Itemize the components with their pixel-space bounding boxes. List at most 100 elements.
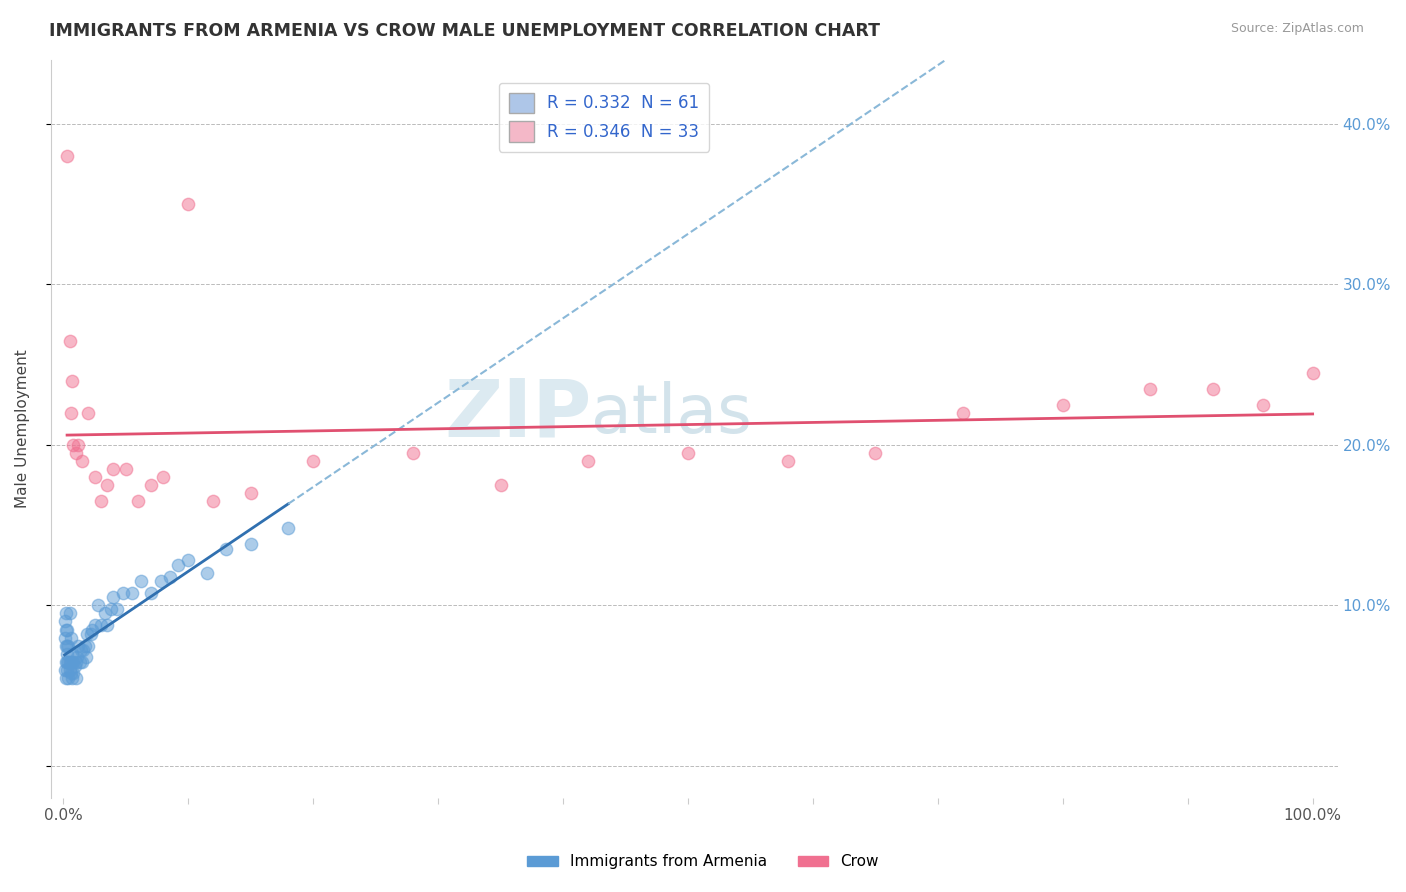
Point: [55, 671, 77, 685]
Legend: R = 0.332  N = 61, R = 0.346  N = 33: R = 0.332 N = 61, R = 0.346 N = 33: [499, 83, 710, 152]
Y-axis label: Male Unemployment: Male Unemployment: [15, 350, 30, 508]
Point: [58, 671, 80, 685]
Point: [67, 639, 90, 653]
Point: [96, 617, 118, 632]
Point: [65, 446, 87, 460]
Point: [100, 601, 122, 615]
Point: [127, 494, 149, 508]
Point: [87, 599, 110, 613]
Point: [90, 494, 112, 508]
Point: [65, 671, 87, 685]
Text: IMMIGRANTS FROM ARMENIA VS CROW MALE UNEMPLOYMENT CORRELATION CHART: IMMIGRANTS FROM ARMENIA VS CROW MALE UNE…: [49, 22, 880, 40]
Point: [69, 655, 91, 669]
Point: [1139, 382, 1161, 396]
Point: [152, 470, 174, 484]
Point: [103, 462, 125, 476]
Point: [70, 655, 93, 669]
Point: [56, 655, 79, 669]
Point: [58, 655, 80, 669]
Point: [103, 591, 125, 605]
Point: [65, 655, 87, 669]
Point: [58, 663, 80, 677]
Point: [90, 617, 112, 632]
Point: [402, 446, 425, 460]
Point: [121, 585, 143, 599]
Point: [776, 454, 799, 468]
Text: Source: ZipAtlas.com: Source: ZipAtlas.com: [1230, 22, 1364, 36]
Point: [55, 655, 77, 669]
Point: [302, 454, 325, 468]
Point: [195, 566, 218, 581]
Point: [177, 197, 200, 211]
Point: [576, 454, 599, 468]
Point: [93, 607, 115, 621]
Point: [59, 631, 82, 645]
Point: [53, 663, 76, 677]
Point: [676, 446, 699, 460]
Point: [56, 623, 79, 637]
Point: [56, 663, 79, 677]
Text: ZIP: ZIP: [444, 375, 592, 453]
Text: atlas: atlas: [592, 381, 752, 447]
Point: [56, 647, 79, 661]
Point: [239, 486, 262, 500]
Point: [72, 643, 94, 657]
Point: [202, 494, 225, 508]
Point: [80, 623, 103, 637]
Point: [489, 478, 512, 492]
Point: [66, 649, 89, 664]
Point: [55, 623, 77, 637]
Point: [215, 542, 238, 557]
Point: [149, 574, 172, 589]
Point: [62, 655, 84, 669]
Point: [139, 585, 162, 599]
Point: [55, 607, 77, 621]
Point: [58, 607, 80, 621]
Point: [56, 149, 79, 163]
Point: [60, 374, 83, 388]
Point: [129, 574, 152, 589]
Point: [59, 665, 82, 680]
Point: [239, 537, 262, 551]
Point: [59, 406, 82, 420]
Point: [952, 406, 974, 420]
Point: [139, 478, 162, 492]
Point: [60, 671, 83, 685]
Point: [60, 647, 83, 661]
Point: [77, 639, 100, 653]
Point: [1251, 398, 1274, 412]
Point: [167, 558, 190, 573]
Point: [58, 639, 80, 653]
Point: [69, 643, 91, 657]
Point: [83, 617, 105, 632]
Point: [55, 639, 77, 653]
Point: [67, 438, 90, 452]
Point: [62, 665, 84, 680]
Point: [73, 639, 96, 653]
Point: [83, 470, 105, 484]
Point: [70, 454, 93, 468]
Point: [865, 446, 887, 460]
Point: [159, 569, 181, 583]
Point: [58, 655, 80, 669]
Point: [177, 553, 200, 567]
Point: [105, 601, 128, 615]
Point: [96, 478, 118, 492]
Point: [58, 334, 80, 348]
Point: [114, 462, 136, 476]
Point: [277, 521, 299, 535]
Point: [112, 585, 135, 599]
Point: [1302, 366, 1324, 380]
Point: [56, 639, 79, 653]
Point: [1052, 398, 1074, 412]
Point: [53, 615, 76, 629]
Point: [76, 627, 98, 641]
Point: [1202, 382, 1225, 396]
Legend: Immigrants from Armenia, Crow: Immigrants from Armenia, Crow: [522, 848, 884, 875]
Point: [59, 655, 82, 669]
Point: [80, 627, 103, 641]
Point: [62, 438, 84, 452]
Point: [77, 406, 100, 420]
Point: [53, 631, 76, 645]
Point: [63, 659, 86, 673]
